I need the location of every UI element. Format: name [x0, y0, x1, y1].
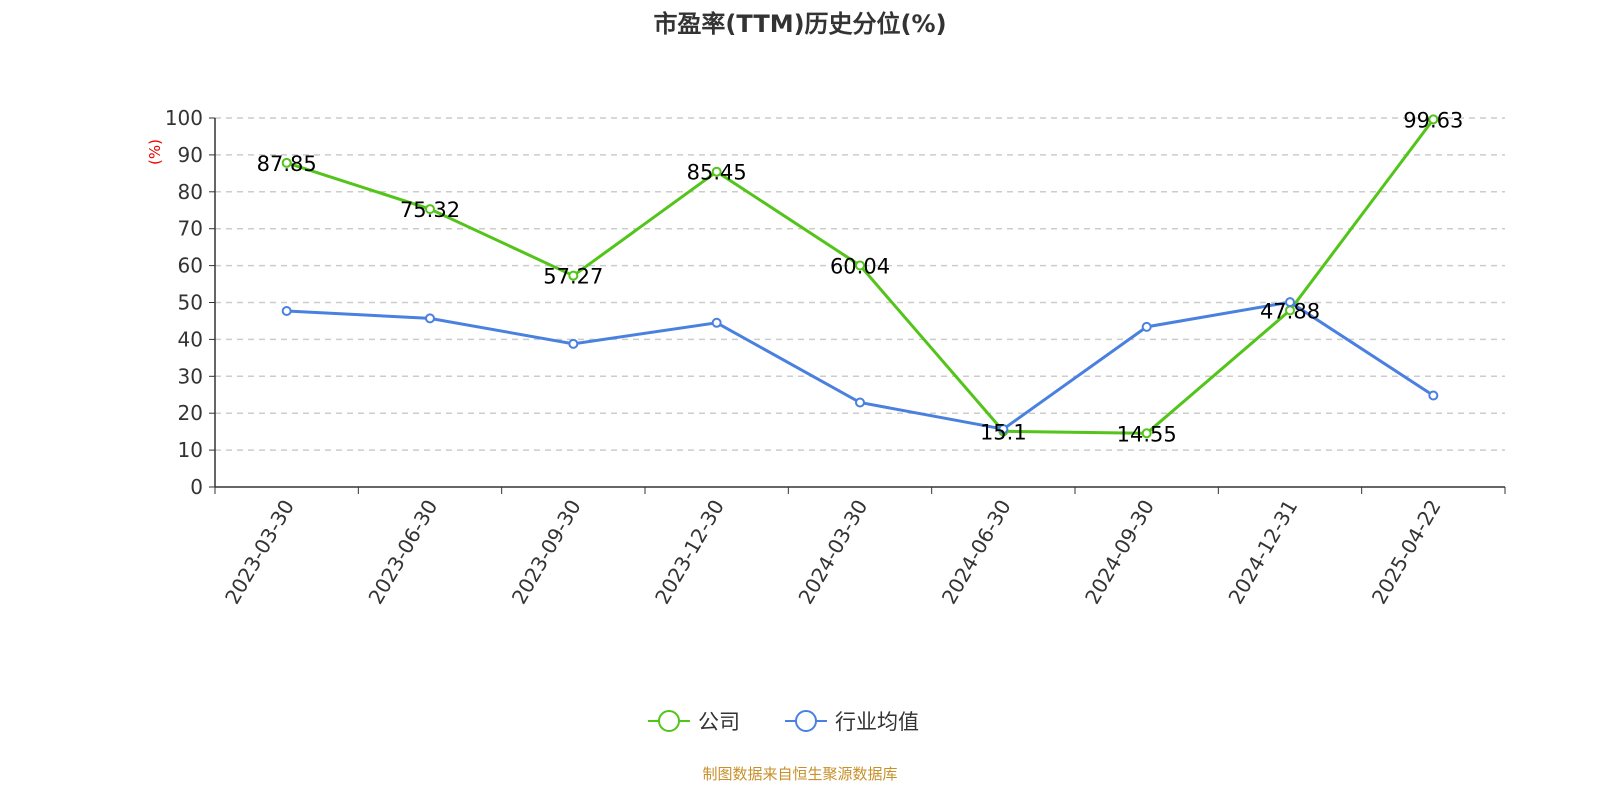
data-point [281, 157, 292, 168]
data-point [1285, 297, 1295, 308]
data-label: 57.27 [543, 265, 603, 289]
data-point [281, 305, 292, 316]
y-tick-label: 40 [178, 327, 203, 351]
x-tick-label: 2024-09-30 [1080, 496, 1159, 609]
data-point [855, 260, 865, 271]
y-tick-label: 30 [178, 364, 203, 388]
x-tick-label: 2023-12-30 [650, 496, 729, 609]
data-point [711, 317, 722, 328]
chart-title: 市盈率(TTM)历史分位(%) [653, 10, 946, 38]
data-label: 14.55 [1117, 422, 1177, 446]
legend-marker [658, 710, 680, 732]
y-tick-label: 60 [178, 254, 203, 278]
data-point [1141, 428, 1152, 439]
data-point [425, 313, 435, 324]
y-tick-label: 0 [190, 475, 203, 499]
data-label: 85.45 [687, 161, 747, 185]
y-tick-label: 100 [165, 106, 203, 130]
x-tick-label: 2024-12-31 [1223, 496, 1302, 609]
data-point [425, 204, 435, 215]
y-tick-label: 70 [178, 217, 203, 241]
x-tick-label: 2023-06-30 [363, 496, 442, 609]
data-label: 60.04 [830, 254, 890, 278]
legend-label: 行业均值 [835, 710, 919, 734]
data-point [711, 166, 722, 177]
data-point [1428, 390, 1439, 401]
data-label: 15.1 [980, 420, 1027, 444]
legend-label: 公司 [698, 710, 740, 734]
x-tick-label: 2025-04-22 [1367, 496, 1446, 609]
y-tick-label: 20 [178, 401, 203, 425]
data-point [568, 338, 579, 349]
x-tick-label: 2023-09-30 [507, 496, 586, 609]
x-tick-label: 2023-03-30 [220, 496, 299, 609]
x-tick-label: 2024-03-30 [793, 496, 872, 609]
data-label: 87.85 [257, 152, 317, 176]
data-point [1141, 321, 1152, 332]
data-point [1428, 114, 1439, 125]
x-tick-label: 2024-06-30 [937, 495, 1016, 608]
data-label: 99.63 [1403, 108, 1463, 132]
y-tick-label: 90 [178, 143, 203, 167]
data-label: 75.32 [400, 198, 460, 222]
data-label: 47.88 [1260, 299, 1320, 323]
data-point [855, 397, 865, 408]
y-tick-label: 10 [178, 438, 203, 462]
y-axis-label: (%) [146, 139, 164, 165]
data-point [568, 270, 579, 281]
y-tick-label: 80 [178, 180, 203, 204]
y-tick-label: 50 [178, 291, 203, 315]
data-point [998, 424, 1009, 435]
legend-marker [795, 710, 817, 732]
source-note: 制图数据来自恒生聚源数据库 [702, 765, 897, 783]
